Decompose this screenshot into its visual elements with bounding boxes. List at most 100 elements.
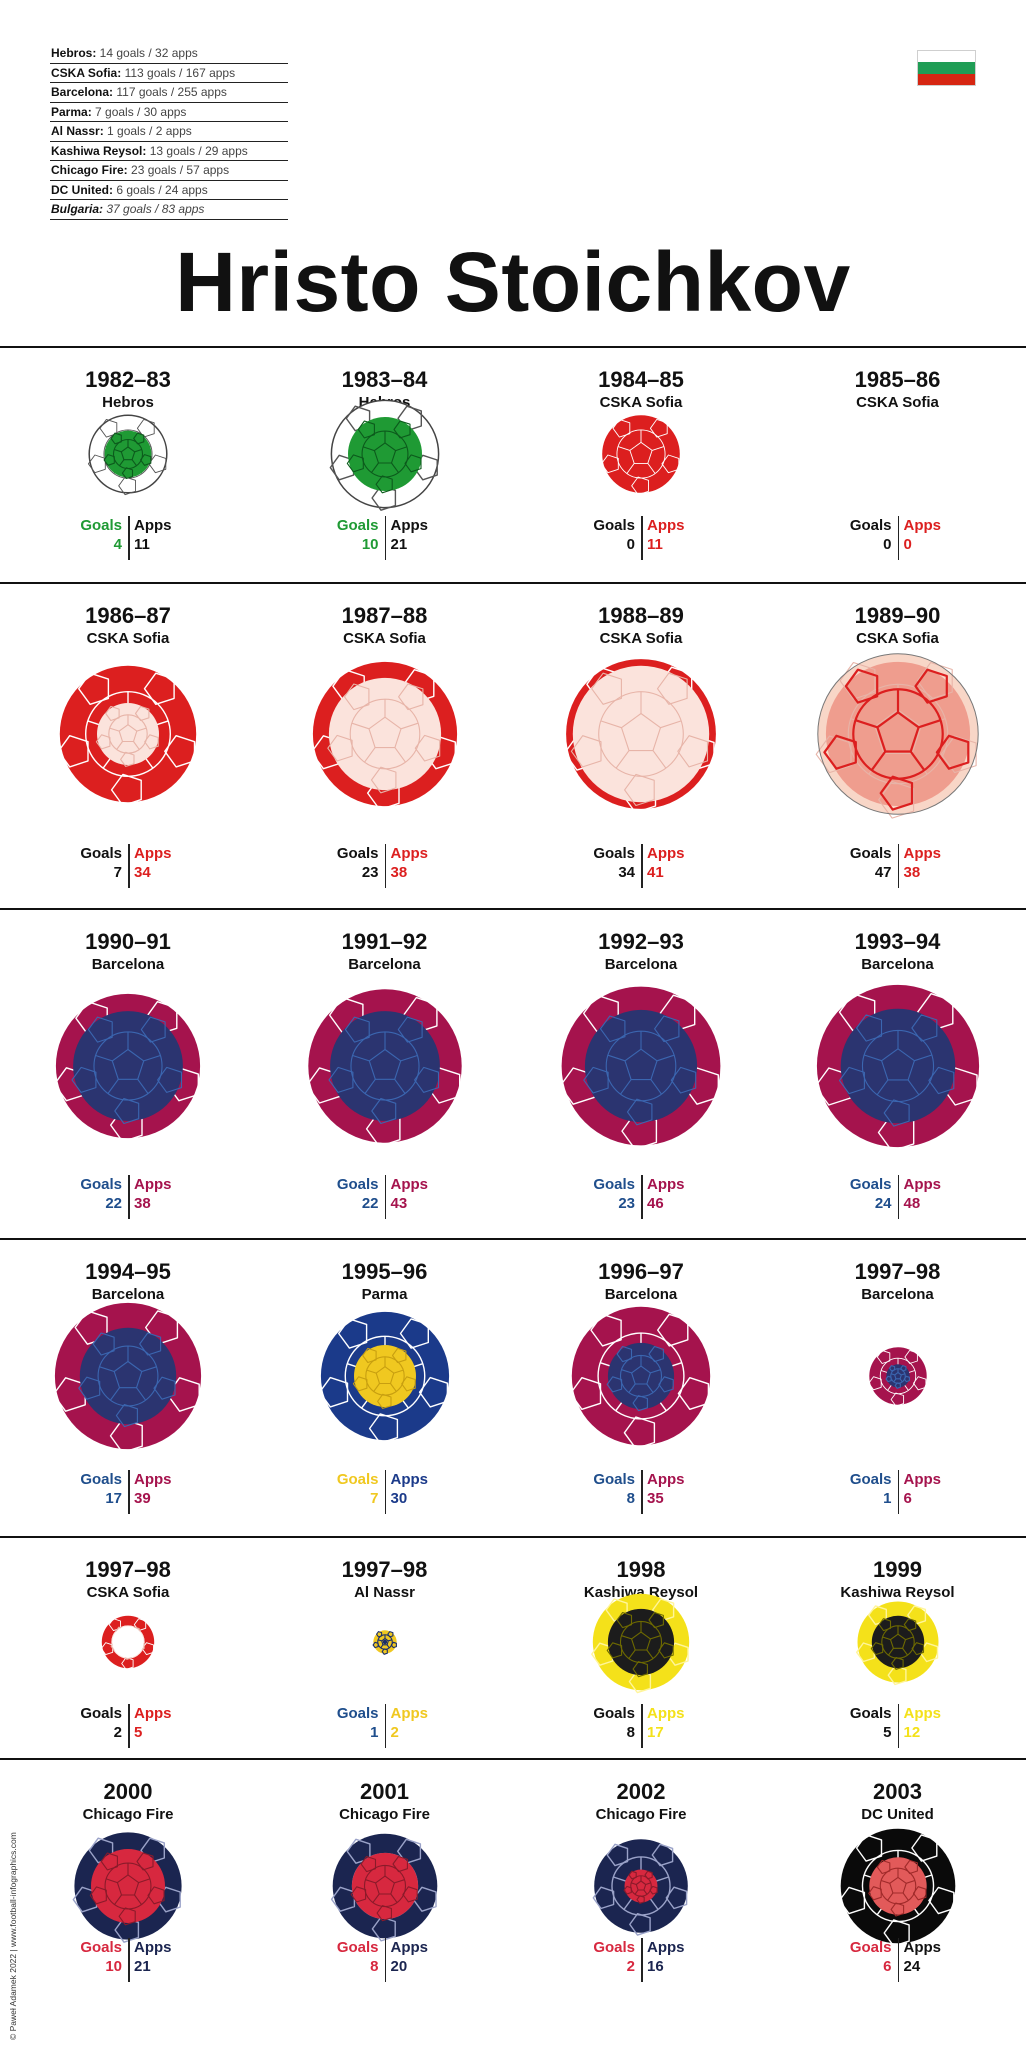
apps-label: Apps xyxy=(134,1176,172,1193)
club-label: CSKA Sofia xyxy=(343,630,426,647)
apps-value: 0 xyxy=(903,536,912,553)
club-label: CSKA Sofia xyxy=(856,394,939,411)
stats-divider xyxy=(384,1704,386,1748)
stats-divider xyxy=(641,1470,643,1514)
goals-label: Goals xyxy=(593,1176,635,1193)
goals-pattern xyxy=(867,1859,926,1917)
apps-value: 21 xyxy=(134,1958,151,1975)
career-club: CSKA Sofia: xyxy=(51,65,122,80)
season-stats: Goals 2 Apps 5 xyxy=(0,1704,256,1748)
apps-value: 12 xyxy=(903,1724,921,1741)
goals-circle xyxy=(871,1615,924,1669)
ball-chart xyxy=(330,1833,437,1942)
goals-pattern xyxy=(78,1332,176,1428)
club-label: Parma xyxy=(361,1286,408,1303)
season-label: 1997–98 xyxy=(85,1557,171,1582)
season-cell: 1986–87 CSKA Sofia Goals 7 Apps 34 xyxy=(0,582,256,908)
goals-circle xyxy=(73,1011,183,1121)
season-cell: 1990–91 Barcelona Goals 22 Apps 38 xyxy=(0,908,256,1238)
stats-divider xyxy=(897,1704,899,1748)
season-label: 1998 xyxy=(616,1557,666,1582)
career-stats: 1 goals / 2 apps xyxy=(103,124,192,138)
career-club: DC United: xyxy=(51,182,113,197)
career-row: Kashiwa Reysol: 13 goals / 29 apps xyxy=(50,142,288,161)
stats-divider xyxy=(128,1938,130,1982)
apps-value: 21 xyxy=(390,536,408,553)
goals-circle xyxy=(329,1011,440,1121)
goals-value: 1 xyxy=(370,1724,379,1741)
season-cell: 2003 DC United Goals 6 Apps 24 xyxy=(770,1758,1026,2046)
stats-divider xyxy=(384,1470,386,1514)
goals-value: 5 xyxy=(883,1724,892,1741)
stats-divider xyxy=(897,1175,899,1219)
stats-divider xyxy=(384,844,386,888)
season-stats: Goals 47 Apps 38 xyxy=(770,844,1026,888)
season-cell: 1983–84HebrosGoals10Apps21 xyxy=(257,346,513,582)
goals-label: Goals xyxy=(849,845,892,862)
goals-label: Goals xyxy=(849,517,892,534)
season-label: 1993–94 xyxy=(854,929,941,954)
row-separator xyxy=(0,346,1026,348)
season-cell: 2000 Chicago Fire Goals 10 Apps 21 xyxy=(0,1758,256,2046)
season-label: 1990–91 xyxy=(85,929,171,954)
season-label: 1991–92 xyxy=(341,929,428,954)
ball-chart xyxy=(592,1839,688,1936)
season-cell: 1992–93 Barcelona Goals 23 Apps 46 xyxy=(513,908,769,1238)
season-stats: Goals 7 Apps 30 xyxy=(257,1470,513,1514)
club-label: Al Nassr xyxy=(354,1584,415,1601)
season-stats: Goals 5 Apps 12 xyxy=(770,1704,1026,1748)
career-stats: 6 goals / 24 apps xyxy=(113,182,208,197)
apps-label: Apps xyxy=(134,1705,172,1722)
season-stats: Goals 8 Apps 17 xyxy=(513,1704,769,1748)
apps-label: Apps xyxy=(134,1471,172,1488)
ball-chart xyxy=(305,989,462,1148)
stats-divider xyxy=(128,516,130,560)
goals-label: Goals xyxy=(336,1471,379,1488)
credit-line: © Paweł Adamek 2022 | www.football-infog… xyxy=(8,1832,18,2040)
apps-label: Apps xyxy=(647,1939,685,1956)
club-label: Barcelona xyxy=(91,956,165,973)
goals-label: Goals xyxy=(593,1705,635,1722)
season-stats: Goals 23 Apps 38 xyxy=(257,844,513,888)
season-cell: 1996–97 Barcelona Goals 8 Apps 35 xyxy=(513,1238,769,1536)
season-stats: Goals 23 Apps 46 xyxy=(513,1175,769,1219)
club-label: Barcelona xyxy=(861,956,934,973)
season-label: 2002 xyxy=(616,1779,666,1804)
apps-value: 46 xyxy=(647,1195,664,1212)
club-label: Barcelona xyxy=(604,956,678,973)
career-club: Chicago Fire: xyxy=(51,163,128,177)
stats-divider xyxy=(641,1175,643,1219)
row-separator xyxy=(0,908,1026,910)
career-stats: 23 goals / 57 apps xyxy=(127,163,230,177)
apps-label: Apps xyxy=(903,1176,942,1193)
stats-divider xyxy=(128,844,130,888)
season-cell: 2002 Chicago Fire Goals 2 Apps 16 xyxy=(513,1758,769,2046)
goals-circle xyxy=(112,1626,144,1658)
club-label: CSKA Sofia xyxy=(856,630,939,647)
apps-value: 41 xyxy=(647,864,664,881)
goals-value: 4 xyxy=(113,536,122,553)
ball-chart xyxy=(838,1828,955,1947)
season-stats: Goals 34 Apps 41 xyxy=(513,844,769,888)
season-cell: 1995–96 Parma Goals 7 Apps 30 xyxy=(257,1238,513,1536)
goals-pattern xyxy=(838,1014,954,1127)
stats-divider xyxy=(641,516,643,560)
apps-label: Apps xyxy=(903,517,942,534)
ball-chart xyxy=(87,414,168,496)
career-stats: 113 goals / 167 apps xyxy=(121,65,236,80)
season-cell: 2001 Chicago Fire Goals 8 Apps 20 xyxy=(257,1758,513,2046)
goals-value: 7 xyxy=(113,864,122,881)
stats-divider xyxy=(897,844,899,888)
goals-pattern xyxy=(89,1852,165,1926)
apps-label: Apps xyxy=(903,1705,942,1722)
career-club: Kashiwa Reysol: xyxy=(51,143,147,158)
goals-value: 2 xyxy=(113,1724,122,1741)
goals-value: 1 xyxy=(883,1490,892,1507)
season-stats: Goals 0 Apps 0 xyxy=(770,516,1026,560)
stats-divider xyxy=(128,1175,130,1219)
goals-circle xyxy=(353,1345,416,1407)
season-cell: 1997–98 CSKA Sofia Goals 2 Apps 5 xyxy=(0,1536,256,1758)
apps-pattern xyxy=(592,1843,688,1936)
season-label: 1997–98 xyxy=(854,1259,941,1284)
apps-value: 20 xyxy=(390,1958,408,1975)
